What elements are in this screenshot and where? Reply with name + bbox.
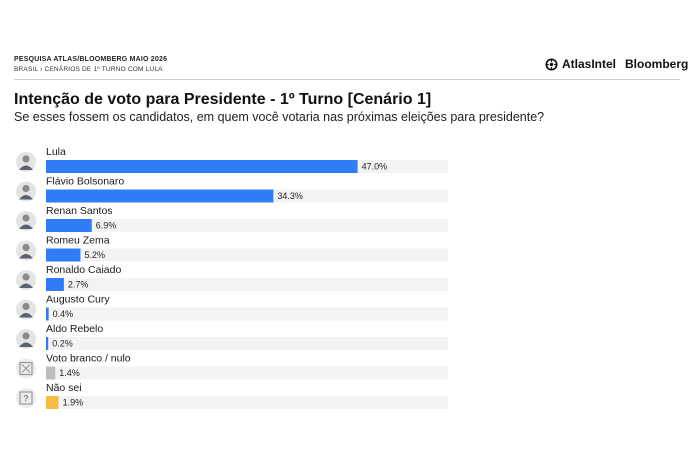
question-box [19, 391, 33, 405]
atlasintel-label: AtlasIntel [562, 57, 617, 71]
person-avatar-body [19, 313, 33, 318]
bar [46, 189, 274, 203]
category-label: Flávio Bolsonaro [46, 176, 124, 188]
person-avatar-head [22, 332, 30, 340]
bar-track [46, 396, 448, 409]
bloomberg-logo: Bloomberg [625, 57, 689, 71]
question-mark-icon [16, 388, 36, 408]
person-avatar-head [22, 155, 30, 163]
survey-label: PESQUISA ATLAS/BLOOMBERG MAIO 2026 [14, 56, 168, 63]
bar-track [46, 278, 448, 291]
chart-subtitle: Se esses fossem os candidatos, em quem v… [14, 110, 545, 124]
category-label: Romeu Zema [46, 235, 110, 247]
person-avatar-head [22, 302, 30, 311]
value-label: 47.0% [362, 162, 388, 172]
category-label: Aldo Rebelo [46, 323, 103, 335]
person-avatar-body [19, 195, 33, 200]
bar [46, 278, 64, 291]
header-divider [14, 79, 680, 80]
value-label: 0.4% [53, 309, 74, 319]
value-label: 1.4% [59, 368, 80, 378]
person-avatar-body [19, 224, 33, 229]
bar [46, 396, 59, 409]
value-label: 0.2% [52, 339, 73, 349]
atlasintel-logo: AtlasIntel [545, 57, 616, 71]
bar-track [46, 307, 448, 321]
bar-track [46, 366, 448, 380]
bar-track [46, 248, 448, 262]
bar [46, 366, 56, 380]
person-avatar-body [19, 165, 33, 170]
atlasintel-logo-icon [545, 57, 558, 71]
bar [46, 248, 81, 262]
bar [46, 307, 49, 321]
person-avatar-body [19, 254, 33, 259]
person-avatar-head [22, 214, 30, 222]
person-avatar-body [19, 342, 33, 347]
question-glyph: ? [23, 394, 29, 404]
value-label: 2.7% [68, 280, 89, 290]
category-label: Renan Santos [46, 205, 113, 217]
value-label: 5.2% [84, 250, 105, 260]
person-avatar-body [19, 283, 33, 288]
value-label: 34.3% [277, 191, 303, 201]
chart-title: Intenção de voto para Presidente - 1º Tu… [14, 91, 432, 108]
value-label: 6.9% [96, 221, 117, 231]
breadcrumb: BRASIL › CENÁRIOS DE 1º TURNO COM LULA [14, 66, 163, 73]
category-label: Lula [46, 146, 66, 158]
bar-track [46, 337, 448, 350]
blank-vote-cross [21, 364, 31, 373]
category-label: Ronaldo Caiado [46, 264, 121, 276]
bar [46, 219, 92, 232]
category-label: Augusto Cury [46, 294, 110, 306]
category-label: Voto branco / nulo [46, 353, 131, 365]
category-label: Não sei [46, 382, 82, 394]
blank-vote-box [19, 361, 33, 376]
bar [46, 337, 49, 350]
bar [46, 160, 358, 173]
person-avatar-head [22, 184, 30, 193]
value-label: 1.9% [63, 398, 84, 408]
bar-track [46, 219, 448, 232]
person-avatar-head [22, 273, 30, 281]
person-avatar-head [22, 243, 30, 252]
